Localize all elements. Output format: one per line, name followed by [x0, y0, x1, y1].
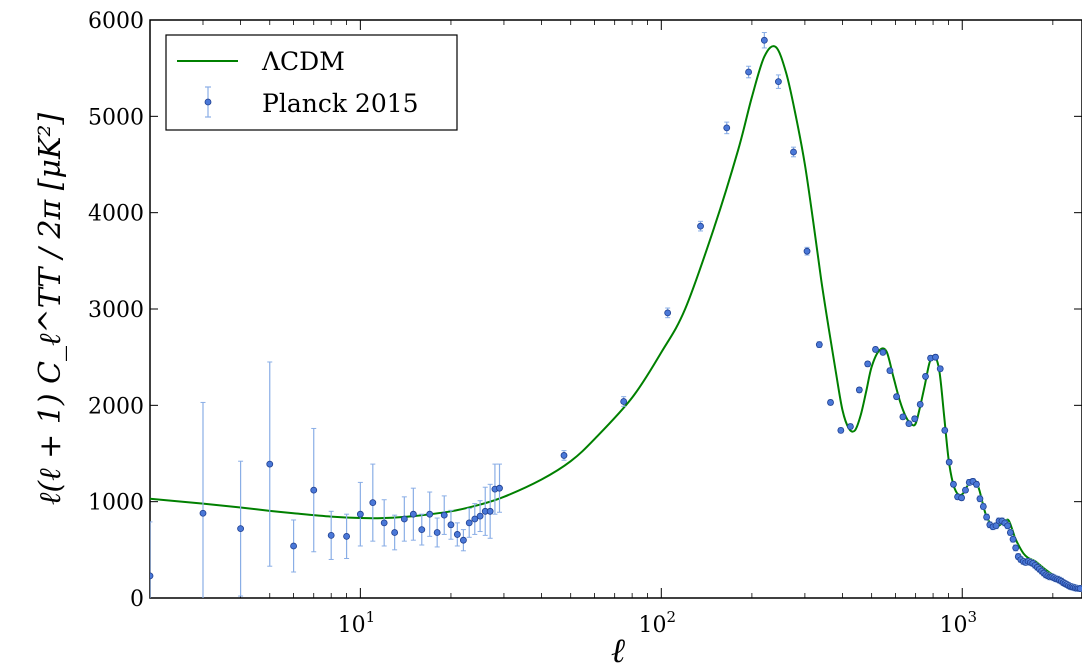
legend-data-marker [204, 98, 212, 106]
data-point [1009, 535, 1017, 543]
data-point [310, 486, 318, 494]
x-tick-label: 102 [639, 608, 677, 638]
data-point [893, 393, 900, 401]
data-point [973, 480, 980, 488]
data-point [465, 519, 473, 527]
data-point [418, 526, 426, 534]
data-point [855, 386, 863, 394]
data-point [936, 365, 944, 373]
legend-box [165, 34, 458, 131]
y-tick-label: 0 [130, 587, 144, 612]
data-point [945, 458, 953, 466]
y-tick-label: 2000 [88, 394, 144, 419]
y-tick-label: 6000 [88, 9, 144, 34]
data-point [391, 529, 399, 536]
data-point [815, 341, 823, 349]
data-point [886, 367, 894, 375]
data-point [775, 78, 782, 86]
data-point [380, 519, 388, 527]
data-point [864, 360, 872, 368]
data-point [1006, 529, 1014, 536]
x-tick-label: 103 [939, 608, 977, 638]
data-point [790, 148, 797, 156]
legend-model-label: ΛCDM [261, 47, 345, 76]
data-point [237, 525, 244, 533]
y-tick-label: 4000 [88, 202, 144, 227]
data-point [941, 426, 949, 434]
data-point [560, 452, 568, 459]
y-tick-label: 5000 [88, 105, 144, 130]
data-point [879, 348, 887, 356]
data-point [453, 531, 461, 538]
data-point [916, 400, 924, 408]
data-point [476, 512, 484, 520]
y-tick-label: 1000 [88, 491, 144, 516]
data-point [745, 68, 752, 76]
data-point [440, 511, 448, 519]
data-point [697, 222, 704, 230]
data-point [872, 346, 879, 353]
data-point [911, 415, 919, 423]
x-axis-title: ℓ [611, 631, 625, 670]
legend-data-label: Planck 2015 [262, 89, 419, 118]
data-points-layer [150, 32, 1082, 598]
data-point [976, 495, 984, 503]
data-point [664, 309, 672, 317]
data-point [409, 510, 417, 518]
data-point [150, 572, 154, 580]
data-point [460, 536, 467, 544]
data-point [1076, 585, 1082, 592]
data-point [837, 426, 845, 434]
data-point [343, 532, 350, 540]
data-point [950, 480, 957, 488]
data-point [199, 509, 207, 517]
data-point [496, 484, 503, 492]
data-point [290, 542, 297, 550]
y-tick-label: 3000 [88, 298, 144, 323]
data-point [1004, 522, 1012, 530]
data-point [356, 510, 364, 518]
x-tick-label: 101 [338, 608, 376, 638]
data-point [847, 423, 854, 430]
data-point [620, 398, 628, 405]
data-point [369, 499, 377, 507]
data-point [962, 486, 969, 494]
data-point [266, 460, 274, 468]
data-point [827, 399, 834, 406]
data-point [426, 510, 434, 518]
data-point [327, 531, 335, 539]
data-point [932, 353, 939, 361]
legend: ΛCDM Planck 2015 [165, 34, 458, 131]
data-point [471, 515, 479, 523]
data-point [433, 529, 441, 536]
y-tick-labels: 0 1000 2000 3000 4000 5000 6000 [88, 9, 144, 612]
data-point [803, 247, 811, 255]
data-point [760, 36, 768, 44]
data-point [922, 373, 929, 380]
data-point [983, 513, 991, 521]
data-point [400, 515, 408, 523]
data-point [447, 521, 455, 529]
axis-ticks [149, 19, 1082, 599]
data-point [899, 413, 907, 421]
y-axis-title: ℓ(ℓ + 1) C_ℓ^TT / 2π [μK²] [33, 113, 68, 506]
data-point [958, 494, 965, 502]
data-point [979, 503, 987, 510]
data-point [905, 420, 913, 428]
x-tick-labels: 101 102 103 [338, 608, 977, 638]
data-point [1012, 544, 1020, 552]
data-point [486, 507, 494, 515]
data-point [723, 124, 731, 132]
